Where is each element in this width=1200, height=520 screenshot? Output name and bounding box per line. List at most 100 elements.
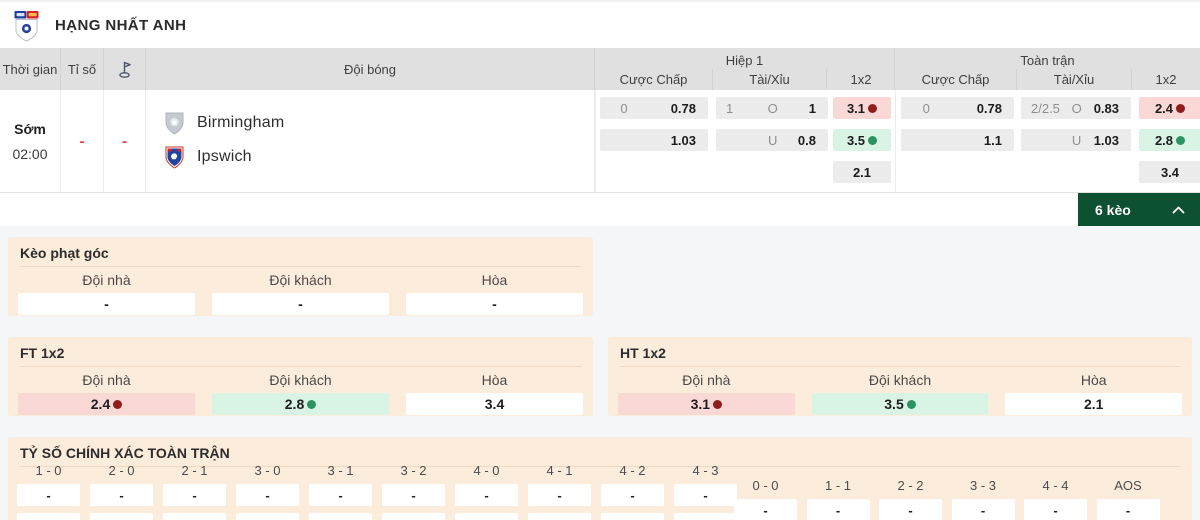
full-time-odds: 0 0.78 1.1 2/2.5 O 0.83 U 1.03 2.4 <box>895 90 1200 192</box>
odds-value: 2.1 <box>1083 396 1104 412</box>
score-odds-cell-secondary[interactable] <box>382 513 445 520</box>
first-half-odds: 0 0.78 1.03 1 O 1 U 0.8 3.1 3.5 <box>595 90 895 192</box>
score-column: 0 - 0 - <box>734 479 797 520</box>
score-odds-cell[interactable]: - <box>528 484 591 506</box>
score-odds-cell[interactable]: - <box>382 484 445 506</box>
correct-score-panel: TỶ SỐ CHÍNH XÁC TOÀN TRẬN 1 - 0 - 2 - 0 … <box>8 437 1192 520</box>
score-odds-cell[interactable]: - <box>236 484 299 506</box>
extra-odds-bar: 6 kèo <box>0 193 1200 226</box>
column-header-time: Thời gian <box>0 48 61 90</box>
score-odds-cell[interactable]: - <box>734 499 797 520</box>
score-odds-cell[interactable]: - <box>17 484 80 506</box>
ft-1x2-away-cell[interactable]: 2.8 <box>1139 129 1200 151</box>
score-odds-cell-secondary[interactable] <box>309 513 372 520</box>
score-odds-cell[interactable]: - <box>1096 499 1160 520</box>
odds-value: 3.1 <box>690 396 711 412</box>
fh-1x2-draw-cell[interactable]: 2.1 <box>833 161 891 183</box>
away-team-name: Ipswich <box>197 148 252 165</box>
correct-score-group-2: 0 - 0 - 1 - 1 - 2 - 2 - 3 - 3 - <box>734 479 1160 520</box>
trend-dot <box>307 399 317 409</box>
subheader-handicap: Cược Chấp <box>595 69 713 90</box>
match-score-value: - <box>79 132 85 150</box>
under-label: U <box>767 132 778 148</box>
extra-odds-toggle-button[interactable]: 6 kèo <box>1078 193 1200 226</box>
match-corners-value: - <box>122 132 127 150</box>
odds-value-cell[interactable]: 2.8 <box>212 393 389 415</box>
subheader-over-under: Tài/Xỉu <box>1017 69 1132 90</box>
score-odds-cell-secondary[interactable] <box>90 513 153 520</box>
score-column: 3 - 1 - <box>309 464 372 520</box>
score-label: 3 - 1 <box>327 463 354 478</box>
home-team-row[interactable]: Birmingham <box>164 106 594 140</box>
fh-under-cell[interactable]: U 0.8 <box>716 129 828 151</box>
correct-score-group-1: 1 - 0 - 2 - 0 - 2 - 1 - 3 - 0 <box>17 464 737 520</box>
odds-value-cell[interactable]: 3.4 <box>406 393 583 415</box>
score-column: 2 - 0 - <box>90 464 153 520</box>
corner-odds-columns: Đội nhà - Đội khách - Hòa <box>8 272 593 315</box>
ft-handicap-home-cell[interactable]: 0 0.78 <box>901 97 1014 119</box>
fh-1x2-home-cell[interactable]: 3.1 <box>833 97 891 119</box>
match-time-label: Sớm <box>14 120 46 137</box>
odds-value-cell[interactable]: - <box>212 293 389 315</box>
over-under-line: 2/2.5 <box>1031 100 1060 116</box>
score-odds-cell-secondary[interactable] <box>163 513 226 520</box>
score-odds-cell[interactable]: - <box>1024 499 1087 520</box>
score-odds-cell[interactable]: - <box>309 484 372 506</box>
odds-value-cell[interactable]: - <box>406 293 583 315</box>
score-odds-cell[interactable]: - <box>806 499 870 520</box>
score-label: 0 - 0 <box>752 478 779 493</box>
match-teams-cell: Birmingham Ipswich <box>146 90 595 192</box>
score-label: 3 - 0 <box>254 463 281 478</box>
league-header: HẠNG NHẤT ANH <box>0 0 1200 48</box>
score-odds-cell[interactable]: - <box>90 484 153 506</box>
fh-handicap-away-cell[interactable]: 1.03 <box>600 129 708 151</box>
odds-column: Đội khách - <box>212 272 389 315</box>
odds-column-label: Đội nhà <box>82 372 131 388</box>
ft-1x2-home-cell[interactable]: 2.4 <box>1139 97 1200 119</box>
home-team-badge-icon <box>165 112 184 135</box>
odds-value: 0.78 <box>670 100 696 116</box>
odds-table-header: Thời gian Tỉ số Đội bóng Hiệp 1 Cược Chấ… <box>0 48 1200 90</box>
ft-1x2-draw-cell[interactable]: 3.4 <box>1139 161 1200 183</box>
score-label: 4 - 0 <box>473 463 500 478</box>
odds-value-cell[interactable]: 2.1 <box>1005 393 1183 415</box>
score-odds-cell[interactable]: - <box>163 484 226 506</box>
odds-value: - <box>492 296 497 312</box>
league-title: HẠNG NHẤT ANH <box>55 16 187 34</box>
ft-over-cell[interactable]: 2/2.5 O 0.83 <box>1021 97 1131 119</box>
score-odds-cell-secondary[interactable] <box>674 513 737 520</box>
odds-value-cell[interactable]: 3.1 <box>618 393 795 415</box>
score-odds-cell-secondary[interactable] <box>455 513 518 520</box>
odds-value-cell[interactable]: - <box>18 293 195 315</box>
ft-handicap-away-cell[interactable]: 1.1 <box>901 129 1014 151</box>
fh-1x2-away-cell[interactable]: 3.5 <box>833 129 891 151</box>
score-column: 3 - 0 - <box>236 464 299 520</box>
score-odds-cell-secondary[interactable] <box>17 513 80 520</box>
trend-dot <box>713 399 723 409</box>
fh-over-cell[interactable]: 1 O 1 <box>716 97 828 119</box>
score-odds-cell[interactable]: - <box>879 499 942 520</box>
score-odds-cell-secondary[interactable] <box>528 513 591 520</box>
score-odds-cell[interactable]: - <box>951 499 1015 520</box>
odds-column-label: Hòa <box>481 272 508 288</box>
score-odds-cell[interactable]: - <box>674 484 737 506</box>
odds-value: 2.8 <box>284 396 305 412</box>
odds-value-cell[interactable]: 3.5 <box>811 393 989 415</box>
handicap-line: 0 <box>620 100 628 116</box>
score-odds-cell[interactable]: - <box>455 484 518 506</box>
score-label: AOS <box>1114 478 1142 493</box>
score-odds-cell[interactable]: - <box>601 484 664 506</box>
subheader-1x2: 1x2 <box>850 72 872 87</box>
odds-value-cell[interactable]: 2.4 <box>18 393 195 415</box>
odds-value: 0.83 <box>1093 100 1119 116</box>
fh-handicap-home-cell[interactable]: 0 0.78 <box>600 97 708 119</box>
score-odds-cell-secondary[interactable] <box>601 513 664 520</box>
odds-value: 3.4 <box>1160 164 1180 180</box>
match-time-value: 02:00 <box>12 145 48 162</box>
score-column: AOS - <box>1096 478 1160 520</box>
score-label: 1 - 0 <box>35 463 62 478</box>
score-odds-cell-secondary[interactable] <box>236 513 299 520</box>
ft-under-cell[interactable]: U 1.03 <box>1021 129 1131 151</box>
ft-1x2-columns: Đội nhà 2.4 Đội khách 2.8 Hòa <box>8 372 593 415</box>
away-team-row[interactable]: Ipswich <box>164 140 594 174</box>
